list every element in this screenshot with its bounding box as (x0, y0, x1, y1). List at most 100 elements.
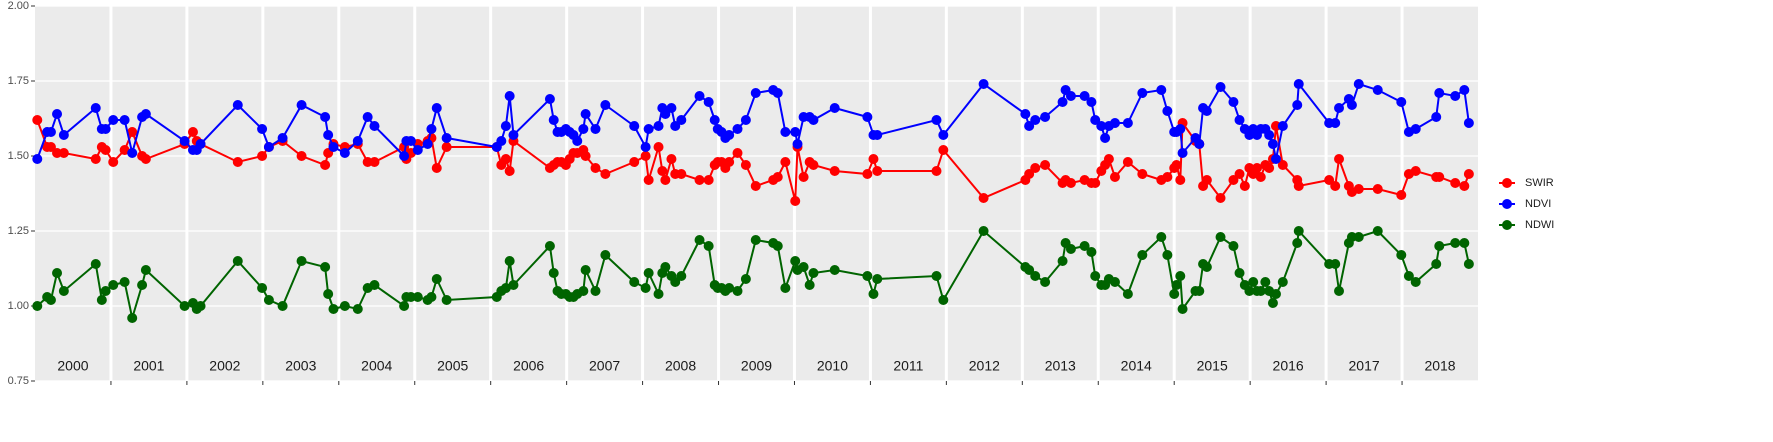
data-point (257, 124, 268, 134)
data-point (1372, 85, 1383, 95)
data-point (1459, 181, 1470, 191)
data-point (1324, 175, 1335, 185)
data-point (1090, 271, 1101, 281)
data-point (179, 136, 190, 146)
data-point (1239, 181, 1250, 191)
data-point (58, 148, 69, 158)
data-point (1201, 175, 1212, 185)
data-point (431, 163, 442, 173)
data-point (1330, 259, 1341, 269)
data-point (772, 172, 783, 182)
data-point (263, 142, 274, 152)
data-point (1137, 88, 1148, 98)
data-point (548, 115, 559, 125)
data-point (1293, 79, 1304, 89)
data-point (1156, 232, 1167, 242)
data-point (938, 145, 949, 155)
legend-label: NDVI (1525, 198, 1551, 210)
plot-panel (35, 6, 1478, 381)
data-point (140, 154, 151, 164)
data-point (666, 154, 677, 164)
data-point (352, 136, 363, 146)
data-point (578, 124, 589, 134)
data-point (790, 256, 801, 266)
data-point (426, 124, 437, 134)
data-point (441, 295, 452, 305)
data-point (1410, 166, 1421, 176)
data-point (1270, 154, 1281, 164)
y-tick-label: 1.00 (8, 300, 29, 312)
data-point (369, 280, 380, 290)
data-point (931, 271, 942, 281)
data-point (1234, 268, 1245, 278)
data-point (1410, 124, 1421, 134)
data-point (1403, 271, 1414, 281)
data-point (232, 256, 243, 266)
data-point (127, 148, 138, 158)
data-point (694, 175, 705, 185)
data-point (808, 160, 819, 170)
data-point (90, 259, 101, 269)
data-point (1065, 244, 1076, 254)
data-point (724, 157, 735, 167)
y-tick-label: 1.25 (8, 225, 29, 237)
data-point (1234, 169, 1245, 179)
data-point (369, 121, 380, 131)
data-point (1109, 172, 1120, 182)
data-point (1201, 106, 1212, 116)
data-point (100, 124, 111, 134)
data-point (296, 256, 307, 266)
data-point (590, 286, 601, 296)
data-point (724, 283, 735, 293)
data-point (362, 112, 373, 122)
data-point (1234, 115, 1245, 125)
data-point (1162, 106, 1173, 116)
x-tick-label: 2001 (133, 358, 164, 374)
data-point (508, 130, 519, 140)
data-point (100, 286, 111, 296)
data-point (58, 130, 69, 140)
data-point (657, 166, 668, 176)
data-point (660, 109, 671, 119)
data-point (600, 250, 611, 260)
data-point (1175, 175, 1186, 185)
data-point (600, 169, 611, 179)
data-point (179, 301, 190, 311)
data-point (640, 142, 651, 152)
data-point (804, 280, 815, 290)
legend-label: NDWI (1525, 219, 1554, 231)
data-point (653, 121, 664, 131)
data-point (1122, 289, 1133, 299)
data-point (1103, 154, 1114, 164)
data-point (1270, 289, 1281, 299)
data-point (137, 280, 148, 290)
data-point (1293, 181, 1304, 191)
data-point (780, 157, 791, 167)
data-point (790, 127, 801, 137)
data-point (544, 94, 555, 104)
data-point (426, 292, 437, 302)
data-point (1292, 100, 1303, 110)
data-point (1255, 172, 1266, 182)
data-point (1100, 133, 1111, 143)
data-point (703, 241, 714, 251)
data-point (1248, 277, 1259, 287)
data-point (1177, 148, 1188, 158)
data-point (1267, 139, 1278, 149)
data-point (544, 241, 555, 251)
data-point (578, 286, 589, 296)
data-point (1175, 124, 1186, 134)
data-point (422, 139, 433, 149)
data-point (590, 124, 601, 134)
data-point (339, 148, 350, 158)
data-point (1065, 91, 1076, 101)
data-point (740, 115, 751, 125)
data-point (1277, 160, 1288, 170)
data-point (1434, 172, 1445, 182)
data-point (1162, 250, 1173, 260)
x-tick-label: 2011 (893, 358, 923, 374)
data-point (978, 226, 989, 236)
data-point (1169, 289, 1180, 299)
data-point (508, 280, 519, 290)
data-point (868, 154, 879, 164)
